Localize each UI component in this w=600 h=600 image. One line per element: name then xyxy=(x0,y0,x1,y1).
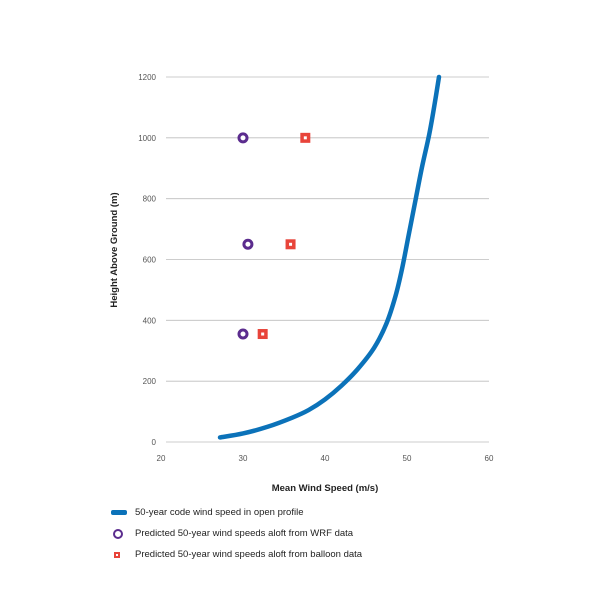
y-tick-label-1200: 1200 xyxy=(138,73,156,82)
wrf-point-1 xyxy=(242,238,254,250)
x-tick-label-40: 40 xyxy=(321,454,330,463)
wrf-point-0 xyxy=(237,132,249,144)
y-tick-label-1000: 1000 xyxy=(138,134,156,143)
legend-label-balloon: Predicted 50-year wind speeds aloft from… xyxy=(135,549,363,560)
y-tick-label-0: 0 xyxy=(152,438,157,447)
x-tick-label-20: 20 xyxy=(157,454,166,463)
y-tick-label-200: 200 xyxy=(143,377,157,386)
legend-item-code-profile: 50-year code wind speed in open profile xyxy=(111,502,362,523)
legend: 50-year code wind speed in open profile … xyxy=(111,502,362,565)
series-layer xyxy=(217,74,442,440)
y-axis-title: Height Above Ground (m) xyxy=(109,192,120,307)
legend-line-swatch xyxy=(111,510,127,515)
balloon-point-1-center xyxy=(289,242,293,246)
legend-item-wrf: Predicted 50-year wind speeds aloft from… xyxy=(111,523,362,544)
tick-labels: 0 200 400 600 800 1000 1200 20 30 40 50 60 xyxy=(138,73,494,463)
x-tick-label-60: 60 xyxy=(485,454,494,463)
grid-layer xyxy=(166,76,489,443)
y-tick-label-800: 800 xyxy=(143,195,157,204)
x-tick-label-30: 30 xyxy=(239,454,248,463)
balloon-point-2-center xyxy=(261,332,265,336)
x-tick-label-50: 50 xyxy=(403,454,412,463)
code-profile-line xyxy=(217,74,442,440)
x-axis-title: Mean Wind Speed (m/s) xyxy=(272,483,379,494)
y-tick-label-600: 600 xyxy=(143,256,157,265)
legend-label-wrf: Predicted 50-year wind speeds aloft from… xyxy=(135,528,354,539)
balloon-point-0-center xyxy=(303,136,307,140)
wrf-point-2 xyxy=(237,328,249,340)
y-tick-label-400: 400 xyxy=(143,316,157,325)
legend-square-swatch xyxy=(114,551,120,558)
legend-ring-swatch xyxy=(113,528,123,539)
legend-label-code-profile: 50-year code wind speed in open profile xyxy=(135,507,304,518)
legend-item-balloon: Predicted 50-year wind speeds aloft from… xyxy=(111,544,362,565)
